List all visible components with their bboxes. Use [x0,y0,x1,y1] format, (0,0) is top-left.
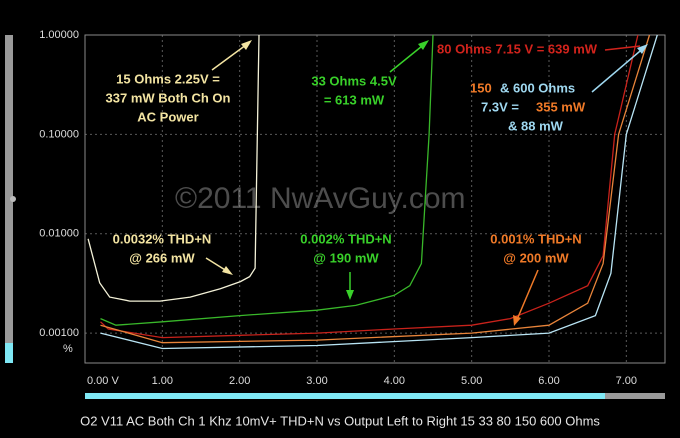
series-line [87,34,260,302]
y-tick-label: 1.00000 [39,29,79,41]
arrow [515,269,539,323]
x-tick-label: 5.00 [461,375,482,387]
plot-frame [84,34,666,364]
x-tick-label: 6.00 [538,375,559,387]
x-tick-label: 0.00 V [87,375,119,387]
annotation: 80 Ohms 7.15 V = 639 mW [437,41,598,56]
series-line [100,34,651,344]
series-line [100,34,639,339]
annotation: 7.3V = [481,99,519,114]
y-tick-label: 0.01000 [39,228,79,240]
x-tick-label: 7.00 [616,375,637,387]
vertical-scrollbar[interactable] [5,35,13,363]
annotation: @ 190 mW [313,250,379,265]
arrowhead [637,44,648,54]
annotation: 33 Ohms 4.5V [311,73,397,88]
horizontal-scrollbar-thumb[interactable] [85,393,605,399]
y-tick-label: 0.10000 [39,128,79,140]
arrowhead [346,290,354,300]
annotation: @ 266 mW [129,250,195,265]
y-unit: % [63,343,73,355]
scrollbar-thumb[interactable] [5,343,13,363]
x-tick-label: 2.00 [229,375,250,387]
annotation: 15 Ohms 2.25V = [116,71,220,86]
scroll-handle[interactable] [10,196,16,202]
annotation: & 600 Ohms [500,80,575,95]
annotation: @ 200 mW [503,250,569,265]
series-line [100,34,434,326]
chart-title: O2 V11 AC Both Ch 1 Khz 10mV+ THD+N vs O… [80,413,600,428]
x-tick-label: 4.00 [384,375,405,387]
series-group [87,34,658,350]
annotation: 0.001% THD+N [490,231,581,246]
arrowhead [222,266,233,275]
annotation: 0.0032% THD+N [113,231,212,246]
annotation: 337 mW Both Ch On [106,90,231,105]
annotation: 355 mW [536,99,586,114]
x-tick-label: 1.00 [152,375,173,387]
annotation: AC Power [137,109,198,124]
series-line [100,34,658,350]
arrowhead [241,40,252,50]
y-tick-label: 0.00100 [39,327,79,339]
arrow [591,45,647,93]
arrowhead [418,40,429,50]
watermark: ©2011 NwAvGuy.com [175,182,466,215]
x-tick-label: 3.00 [306,375,327,387]
arrowhead [513,315,521,326]
annotation: 0.002% THD+N [300,231,391,246]
annotation: = 613 mW [324,92,385,107]
annotation: 150 [470,80,492,95]
annotation: & 88 mW [508,118,564,133]
arrow [604,45,641,51]
